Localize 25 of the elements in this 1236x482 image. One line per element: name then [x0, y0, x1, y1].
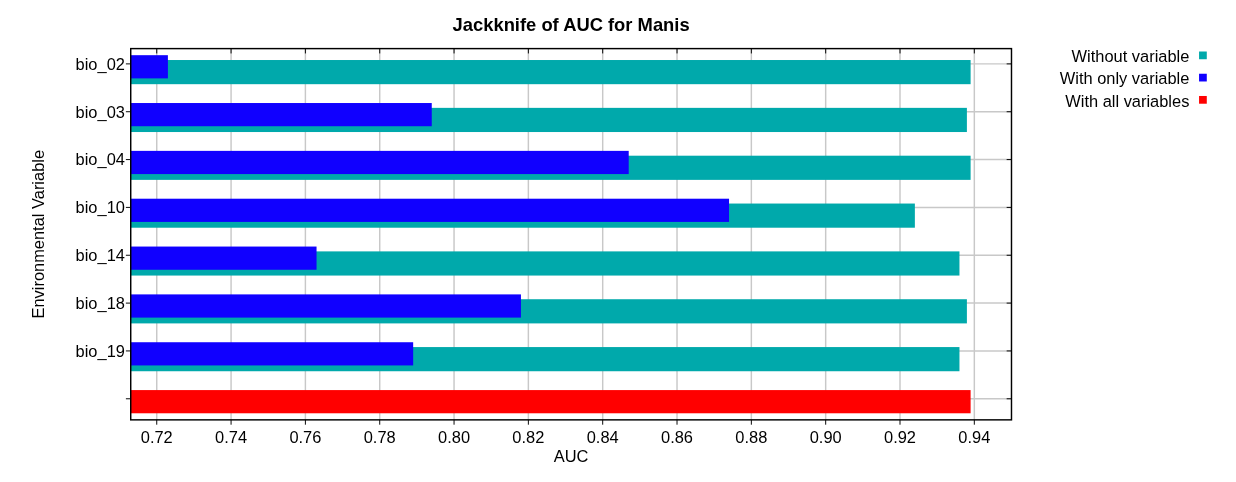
legend-label: Without variable — [1071, 47, 1190, 66]
x-tick-label: 0.84 — [586, 428, 619, 447]
y-tick-label: bio_19 — [75, 341, 125, 361]
x-tick-label: 0.94 — [958, 428, 991, 447]
chart-title: Jackknife of AUC for Manis — [452, 14, 690, 36]
y-tick-label: bio_03 — [75, 102, 125, 122]
x-tick-label: 0.74 — [215, 428, 248, 447]
y-axis-title: Environmental Variable — [28, 149, 47, 319]
x-tick-label: 0.76 — [289, 428, 322, 447]
y-tick-label: bio_10 — [75, 198, 125, 218]
legend-label: With all variables — [1065, 91, 1190, 110]
legend-label: With only variable — [1059, 69, 1190, 88]
x-tick-label: 0.78 — [363, 428, 396, 447]
x-tick-label: 0.88 — [735, 428, 768, 447]
y-tick-label: bio_18 — [75, 293, 125, 313]
x-axis-title: AUC — [553, 447, 589, 466]
y-tick-label: bio_14 — [75, 246, 125, 266]
x-tick-label: 0.80 — [438, 428, 471, 447]
x-tick-label: 0.90 — [809, 428, 842, 447]
y-tick-label: bio_04 — [75, 150, 125, 170]
x-tick-label: 0.92 — [884, 428, 916, 447]
x-tick-label: 0.72 — [140, 428, 173, 447]
y-tick-label: bio_02 — [75, 54, 125, 74]
x-tick-label: 0.82 — [512, 428, 545, 447]
x-tick-label: 0.86 — [661, 428, 694, 447]
